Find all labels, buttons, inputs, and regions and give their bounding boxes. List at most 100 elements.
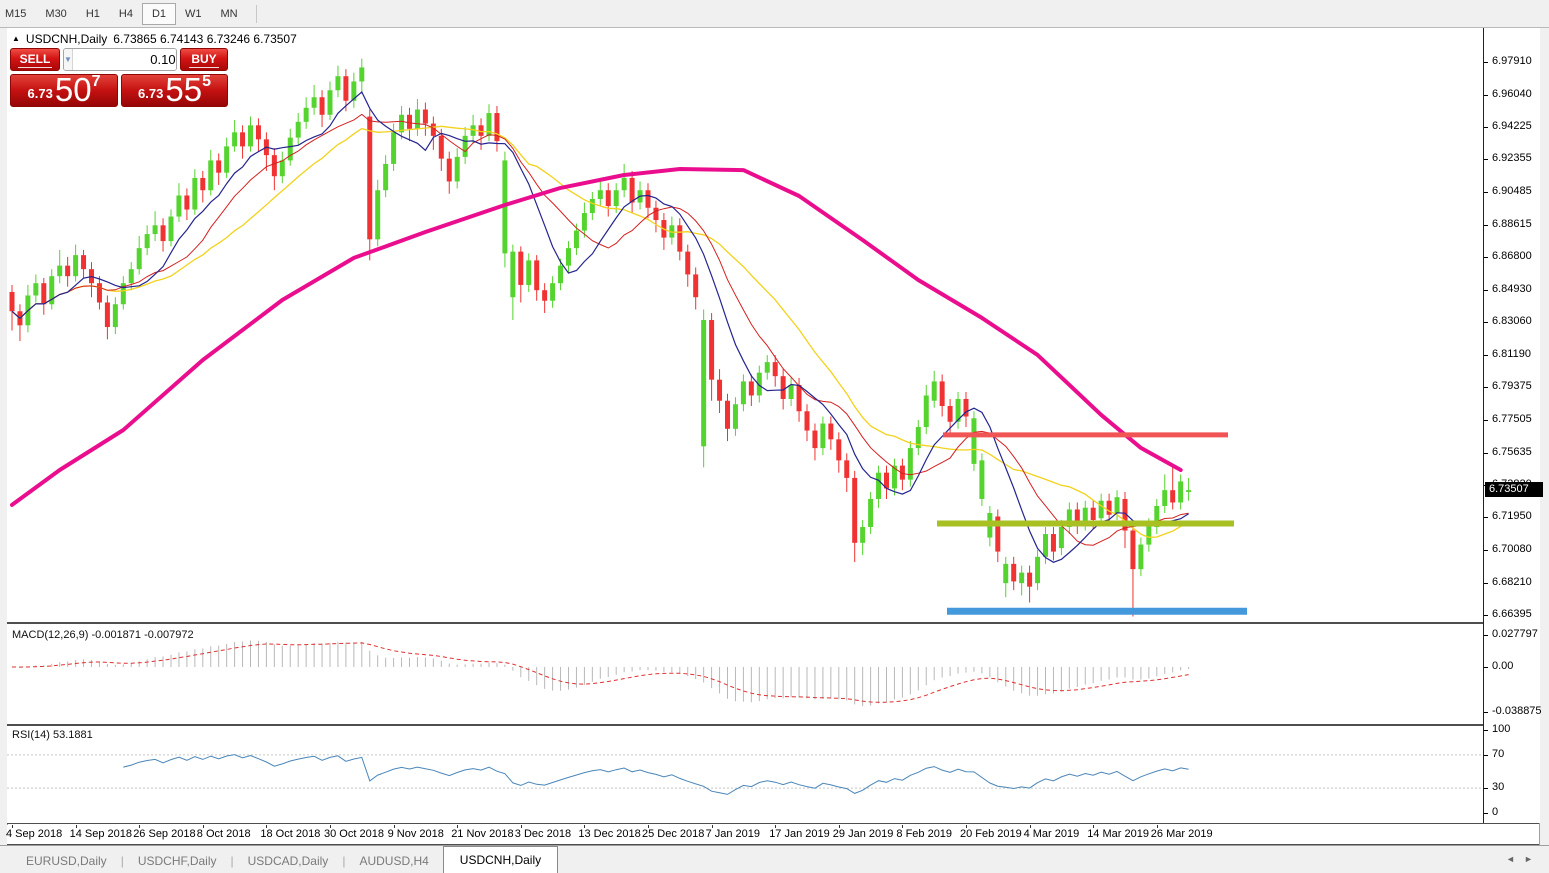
pane-separator[interactable] <box>7 622 1539 624</box>
candle-body <box>73 255 79 277</box>
rsi-axis-label: 100 <box>1492 723 1511 735</box>
axis-tick-mark <box>1484 256 1488 258</box>
ma-navy-line <box>11 91 1189 563</box>
candle-body <box>494 113 500 142</box>
candle-body <box>176 195 182 217</box>
candle-body <box>152 225 158 235</box>
time-tick-mark <box>330 825 331 828</box>
candle-body <box>248 125 253 147</box>
candle-body <box>462 135 468 157</box>
candle-body <box>812 430 818 449</box>
tab-usdcad-daily[interactable]: USDCAD,Daily <box>247 854 329 868</box>
tab-scroll-right-icon[interactable]: ► <box>1524 854 1533 864</box>
date-axis-label: 17 Jan 2019 <box>769 828 830 840</box>
candle-body <box>510 251 516 298</box>
candle-body <box>740 381 746 405</box>
time-tick-mark <box>12 825 13 828</box>
tab-usdchf-daily[interactable]: USDCHF,Daily <box>137 854 217 868</box>
chart-symbol-label: USDCNH,Daily <box>25 32 108 46</box>
axis-tick-mark <box>1484 666 1488 668</box>
candle-body <box>399 114 405 133</box>
axis-tick-mark <box>1484 289 1488 291</box>
candle-body <box>160 225 166 242</box>
candle-body <box>566 248 571 266</box>
axis-tick-mark <box>1484 192 1488 194</box>
date-axis-label: 30 Oct 2018 <box>324 828 384 840</box>
window-right-scroll-area[interactable] <box>1539 28 1549 845</box>
timeframe-button-d1[interactable]: D1 <box>141 2 176 25</box>
candle-body <box>836 439 842 461</box>
candle-body <box>1082 507 1088 524</box>
time-tick-mark <box>393 825 395 828</box>
candle-body <box>701 320 707 447</box>
tab-scroll-left-icon[interactable]: ◄ <box>1506 854 1515 864</box>
date-axis-label: 29 Jan 2019 <box>832 828 894 840</box>
candle-body <box>653 207 659 221</box>
candle-body <box>1146 525 1152 545</box>
price-axis-label: 6.66395 <box>1492 607 1532 620</box>
axis-tick-mark <box>1484 159 1488 161</box>
candle-body <box>391 132 397 164</box>
collapse-trade-panel-icon[interactable]: ▲ <box>12 34 20 43</box>
chart-title: ▲ USDCNH,Daily 6.73865 6.74143 6.73246 6… <box>12 32 297 46</box>
date-axis-label: 3 Dec 2018 <box>514 828 572 840</box>
candle-body <box>295 121 301 138</box>
timeframe-button-m15[interactable]: M15 <box>5 7 27 20</box>
sell-price-quote[interactable]: 6.73 50 7 <box>10 71 118 108</box>
candle-body <box>49 276 55 305</box>
candle-body <box>756 372 762 396</box>
ma-magenta-line <box>10 167 1183 507</box>
timeframe-button-w1[interactable]: W1 <box>185 7 202 20</box>
price-axis-label: 6.97910 <box>1492 54 1532 67</box>
sell-price-big: 50 <box>54 71 92 108</box>
timeframe-button-h4[interactable]: H4 <box>118 7 133 20</box>
date-axis-label: 4 Sep 2018 <box>6 828 63 840</box>
timeframe-button-m30[interactable]: M30 <box>45 7 67 20</box>
tab-eurusd-daily[interactable]: EURUSD,Daily <box>26 854 107 868</box>
candle-body <box>828 423 834 440</box>
axis-tick-mark <box>1484 634 1488 636</box>
date-axis-label: 13 Dec 2018 <box>578 828 641 840</box>
price-axis-label: 6.90485 <box>1492 185 1532 198</box>
timeframe-button-mn[interactable]: MN <box>220 7 238 20</box>
candle-body <box>1138 544 1144 570</box>
candle-body <box>407 114 412 129</box>
chart-plot-area[interactable] <box>7 28 1483 823</box>
axis-tick-mark <box>1484 730 1488 731</box>
date-axis-label: 26 Mar 2019 <box>1150 828 1213 840</box>
axis-tick-mark <box>1484 387 1488 389</box>
volume-input[interactable] <box>71 49 176 70</box>
tab-audusd-h4[interactable]: AUDUSD,H4 <box>359 854 429 868</box>
candle-body <box>804 411 810 431</box>
time-axis: 4 Sep 2018 14 Sep 2018 26 Sep 2018 8 Oct 20… <box>6 825 1539 844</box>
candle-body <box>120 283 126 305</box>
macd-signal-line <box>11 642 1189 703</box>
candle-body <box>9 291 15 312</box>
price-axis-label: 6.84930 <box>1492 282 1532 295</box>
candle-body <box>971 418 977 464</box>
buy-price-quote[interactable]: 6.73 55 5 <box>121 73 228 107</box>
candle-body <box>470 125 476 136</box>
volume-decrease-icon[interactable]: ▼ <box>64 49 72 70</box>
candle-body <box>208 160 214 191</box>
price-axis-label: 6.75635 <box>1492 445 1532 458</box>
axis-tick-mark <box>1484 94 1488 96</box>
macd-axis-label: 0.027797 <box>1492 627 1538 640</box>
time-tick-mark <box>202 825 204 828</box>
candle-body <box>613 190 619 207</box>
candle-body <box>33 283 39 296</box>
sell-button[interactable]: SELL <box>10 48 60 71</box>
macd-axis-label: 0.00 <box>1492 659 1514 672</box>
time-tick-mark <box>775 825 777 828</box>
candle-body <box>351 81 357 101</box>
tab-usdcnh-daily[interactable]: USDCNH,Daily <box>442 846 559 873</box>
candle-body <box>430 123 436 136</box>
timeframe-button-h1[interactable]: H1 <box>85 7 100 20</box>
time-tick-mark <box>711 825 713 828</box>
candle-body <box>1178 481 1184 503</box>
pane-separator[interactable] <box>7 724 1539 726</box>
candle-body <box>677 225 683 252</box>
buy-button[interactable]: BUY <box>180 48 228 71</box>
candle-body <box>335 76 341 91</box>
